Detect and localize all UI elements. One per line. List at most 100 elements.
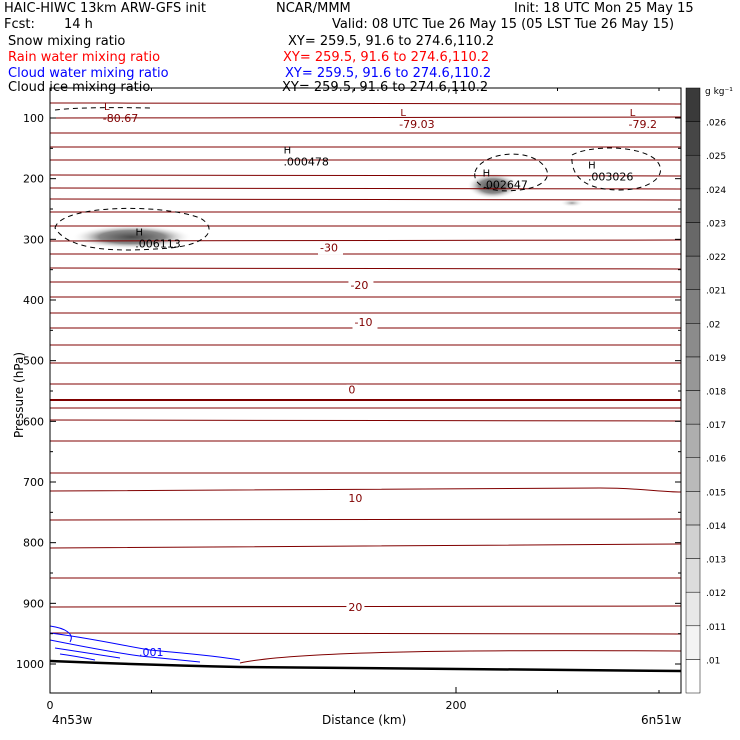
extremum-value: .003026 bbox=[588, 171, 634, 184]
y-tick-label: 600 bbox=[23, 415, 44, 428]
colorbar-swatch bbox=[685, 289, 701, 324]
x-axis-ticks: 0 200 bbox=[47, 88, 660, 712]
colorbar-label: .026 bbox=[706, 119, 726, 129]
extremum-value: -79.2 bbox=[629, 118, 657, 131]
extrema-labels: L-80.67 L-79.03L-79.2H.000478H.002647H.00… bbox=[103, 102, 657, 251]
field-snow-xy: XY= 259.5, 91.6 to 274.6,110.2 bbox=[288, 34, 495, 49]
y-tick-label: 300 bbox=[23, 233, 44, 246]
extremum-marker: H bbox=[483, 168, 491, 179]
colorbar-label: .01 bbox=[706, 656, 720, 666]
right-endpoint: 6n51w bbox=[641, 713, 682, 727]
y-tick-label: 700 bbox=[23, 476, 44, 489]
isotherm-label: -30 bbox=[320, 241, 338, 254]
shade-blob-left bbox=[72, 225, 192, 249]
extremum-value: .006113 bbox=[135, 237, 181, 250]
isotherm-label: 20 bbox=[348, 601, 362, 614]
colorbar-label: .014 bbox=[706, 522, 726, 532]
colorbar-swatch bbox=[685, 255, 701, 290]
field-rain-xy: XY= 259.5, 91.6 to 274.6,110.2 bbox=[283, 50, 490, 65]
extremum-marker: L bbox=[630, 108, 636, 119]
isotherm-label-bg bbox=[352, 317, 378, 330]
colorbar-swatch bbox=[685, 87, 701, 122]
colorbar-label: .012 bbox=[706, 589, 726, 599]
extremum-marker: H bbox=[135, 227, 143, 238]
colorbar-swatch bbox=[685, 423, 701, 458]
colorbar-label: .024 bbox=[706, 186, 726, 196]
extremum-value: .000478 bbox=[283, 155, 329, 168]
y-axis-label: Pressure (hPa) bbox=[12, 351, 26, 439]
y-tick-label: 200 bbox=[23, 173, 44, 186]
left-endpoint: 4n53w bbox=[52, 713, 93, 727]
isotherm-lines bbox=[50, 102, 681, 664]
y-tick-label: 500 bbox=[23, 355, 44, 368]
colorbar-unit: g kg⁻¹ bbox=[705, 87, 733, 97]
colorbar-label: .011 bbox=[706, 623, 726, 633]
cloud-water-contours bbox=[50, 625, 241, 663]
x-tick-label: 200 bbox=[446, 699, 467, 712]
colorbar-swatch bbox=[685, 222, 701, 257]
isotherm-label-bg bbox=[346, 493, 365, 506]
colorbar-label: .023 bbox=[706, 219, 726, 229]
extremum-value: -79.03 bbox=[399, 118, 434, 131]
field-snow-name: Snow mixing ratio bbox=[8, 34, 126, 49]
field-rain-name: Rain water mixing ratio bbox=[8, 50, 161, 65]
y-tick-label: 1000 bbox=[16, 658, 44, 671]
model-title: HAIC-HIWC 13km ARW-GFS init bbox=[4, 1, 206, 16]
isotherm-label-bg bbox=[346, 602, 365, 615]
extremum-marker: H bbox=[284, 145, 292, 156]
colorbar-swatch bbox=[685, 591, 701, 627]
shade-blob-mid bbox=[467, 173, 519, 199]
isotherm-label: 0 bbox=[348, 383, 355, 396]
extremum-marker: L bbox=[400, 108, 406, 119]
colorbar-swatch bbox=[685, 457, 701, 492]
field-cloudwater-xy: XY= 259.5, 91.6 to 274.6,110.2 bbox=[285, 66, 492, 81]
dashed-ice-contours bbox=[54, 107, 662, 251]
fcst-label: Fcst: bbox=[4, 17, 35, 32]
cloud-water-label: .001 bbox=[139, 646, 164, 659]
terrain-line bbox=[50, 659, 681, 673]
extremum-marker: H bbox=[588, 161, 596, 172]
colorbar-label: .015 bbox=[706, 488, 726, 498]
plot-frame bbox=[49, 87, 682, 694]
colorbar-label: .018 bbox=[706, 388, 726, 398]
y-tick-label: 900 bbox=[23, 597, 44, 610]
colorbar-swatch bbox=[685, 356, 701, 391]
fcst-value: 14 h bbox=[64, 17, 93, 32]
y-tick-label: 400 bbox=[23, 294, 44, 307]
colorbar-label: .019 bbox=[706, 354, 726, 364]
colorbar-label: .017 bbox=[706, 421, 726, 431]
colorbar-swatch bbox=[685, 491, 701, 526]
colorbar-swatch bbox=[685, 323, 701, 358]
extremum-value: .002647 bbox=[482, 178, 528, 191]
extremum-marker: L bbox=[104, 102, 110, 113]
colorbar-swatch bbox=[685, 659, 701, 694]
valid-time: Valid: 08 UTC Tue 26 May 15 (05 LST Tue … bbox=[332, 17, 675, 32]
colorbar-label: .022 bbox=[706, 253, 726, 263]
colorbar-swatch bbox=[685, 390, 701, 425]
init-time: Init: 18 UTC Mon 25 May 15 bbox=[514, 1, 694, 16]
field-cloudice-xy: XY= 259.5, 91.6 to 274.6,110.2 bbox=[282, 80, 489, 95]
colorbar-label: .013 bbox=[706, 556, 726, 566]
field-cloudwater-name: Cloud water mixing ratio bbox=[8, 66, 169, 81]
colorbar-label: .025 bbox=[706, 152, 726, 162]
x-tick-label: 0 bbox=[47, 699, 54, 712]
org-label: NCAR/MMM bbox=[276, 1, 351, 16]
x-axis-label: Distance (km) bbox=[322, 713, 407, 727]
isotherm-label-bg bbox=[346, 384, 358, 397]
colorbar-swatch bbox=[685, 154, 701, 190]
colorbar-swatch bbox=[685, 558, 701, 593]
colorbar-swatch bbox=[685, 188, 701, 223]
colorbar-label: .021 bbox=[706, 287, 726, 297]
colorbar-label: .02 bbox=[706, 320, 720, 330]
colorbar-swatch bbox=[685, 524, 701, 559]
field-cloudice-name: Cloud ice mixing ratio bbox=[8, 80, 151, 95]
shade-blob-small bbox=[560, 199, 584, 207]
y-tick-label: 800 bbox=[23, 537, 44, 550]
extremum-value: -80.67 bbox=[103, 112, 138, 125]
colorbar-label: .016 bbox=[706, 455, 726, 465]
isotherm-label: -10 bbox=[355, 316, 373, 329]
isotherm-labels: -30 -20 -10 0 10 20 bbox=[317, 241, 378, 615]
y-tick-label: 100 bbox=[23, 112, 44, 125]
